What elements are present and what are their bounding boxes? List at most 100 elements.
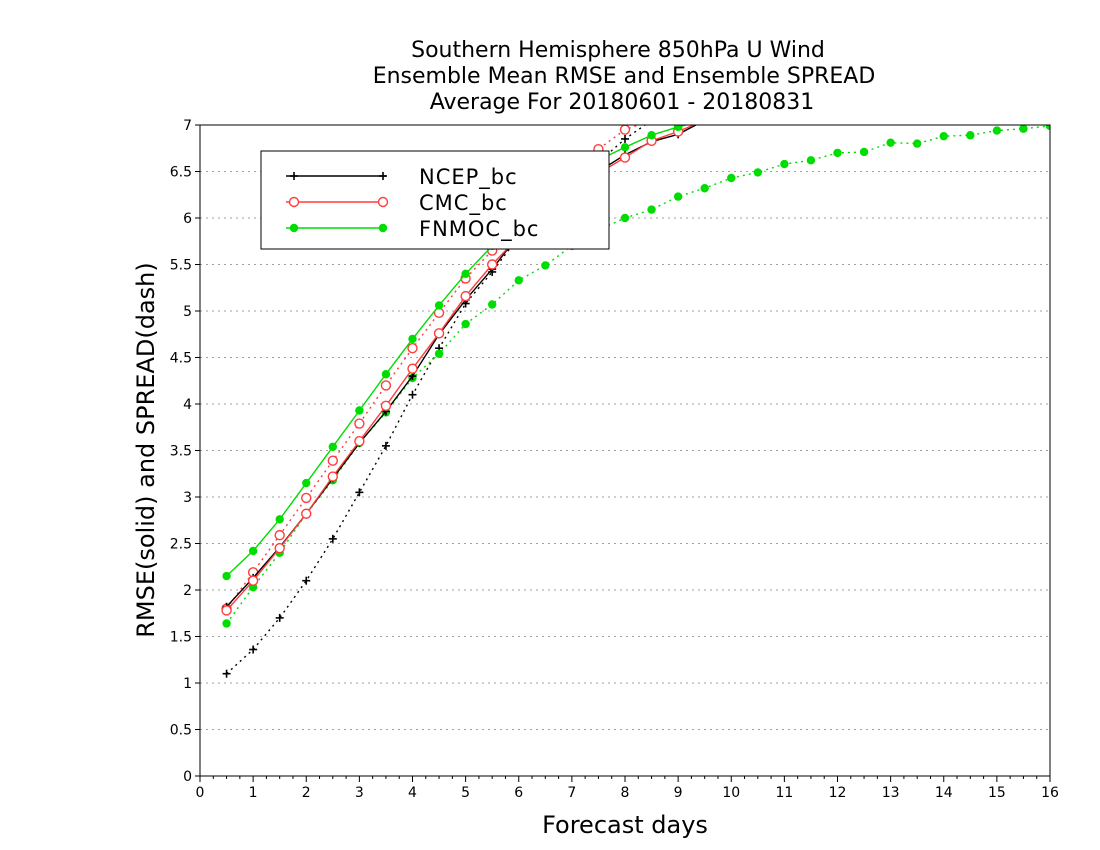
ncep-bc-spread-series-point: [621, 134, 629, 143]
legend-ncep-bc: NCEP_bc: [286, 165, 518, 190]
fnmoc-bc-spread-series-point: [461, 319, 470, 329]
fnmoc-bc-spread-series-point: [727, 173, 736, 183]
legend-cmc-bc-start-point: [288, 196, 300, 208]
y-tick-label: 6: [183, 211, 192, 227]
fnmoc-bc-rmse-series-point: [355, 406, 364, 415]
fnmoc-bc-spread-series-point: [966, 131, 975, 140]
cmc-bc-rmse-series-point: [274, 542, 285, 554]
fnmoc-bc-spread-series-point: [700, 184, 709, 193]
y-tick-label: 5.5: [170, 258, 192, 274]
fnmoc-bc-rmse-series-point: [302, 478, 311, 488]
x-tick-label: 11: [775, 785, 793, 801]
fnmoc-bc-spread-series-point: [886, 138, 895, 147]
cmc-bc-spread-series-point: [274, 529, 285, 541]
x-tick-label: 0: [196, 785, 205, 801]
y-tick-label: 0: [183, 769, 192, 785]
fnmoc-bc-rmse-series-point: [700, 116, 708, 124]
fnmoc-bc-spread-series-point: [992, 126, 1002, 135]
fnmoc-bc-rmse-series-point: [408, 334, 417, 344]
cmc-bc-rmse-series-point: [301, 508, 312, 519]
legend-box: [260, 150, 610, 250]
x-tick-label: 13: [882, 785, 900, 801]
fnmoc-bc-rmse-series-point: [673, 125, 683, 132]
ncep-bc-spread-series-point: [648, 116, 656, 124]
cmc-bc-spread-series-point: [407, 343, 418, 354]
y-tick-label: 2.5: [170, 537, 192, 553]
ncep-bc-spread-series-point: [408, 390, 417, 399]
fnmoc-bc-rmse-series-point: [381, 370, 391, 379]
x-tick-label: 15: [988, 785, 1006, 801]
y-tick-label: 1: [183, 676, 192, 692]
legend-ncep-bc-label: NCEP_bc: [419, 165, 518, 190]
fnmoc-bc-spread-series-point: [434, 349, 444, 358]
legend-fnmoc-bc-label: FNMOC_bc: [419, 217, 539, 242]
fnmoc-bc-spread-series-point: [1045, 125, 1050, 131]
cmc-bc-rmse-series-point: [247, 575, 259, 586]
x-tick-label: 14: [935, 785, 953, 801]
cmc-bc-rmse-series-point: [221, 605, 232, 616]
x-tick-label: 4: [408, 785, 417, 801]
ncep-bc-spread-series-point: [249, 645, 258, 654]
x-tick-label: 8: [621, 785, 630, 801]
cmc-bc-spread-series-point: [354, 418, 365, 429]
cmc-bc-spread-series-point: [619, 125, 631, 135]
fnmoc-bc-spread-series-point: [780, 159, 789, 169]
ncep-bc-spread-series-point: [302, 576, 311, 585]
fnmoc-bc-spread-series-point: [673, 192, 683, 201]
fnmoc-bc-rmse-series-point: [328, 442, 338, 451]
y-tick-label: 3.5: [170, 444, 192, 460]
ncep-bc-spread-series-point: [355, 488, 364, 497]
cmc-bc-rmse-series-point: [433, 328, 445, 339]
axis-ticks: 00.511.522.533.544.555.566.570 1 2 3 4 5 6 7 8 9 1…: [170, 118, 1059, 801]
y-axis-label: RMSE(solid) and SPREAD(dash): [132, 262, 160, 638]
y-tick-label: 6.5: [170, 165, 192, 181]
legend-ncep-bc-start-point: [290, 172, 298, 180]
fnmoc-bc-rmse-series-point: [461, 269, 470, 278]
cmc-bc-rmse-series-point: [354, 436, 365, 447]
fnmoc-bc-rmse-series-point: [222, 571, 231, 581]
x-tick-label: 2: [302, 785, 311, 801]
fnmoc-bc-spread-series-point: [514, 276, 523, 285]
ncep-bc-spread-series-point: [222, 669, 231, 678]
x-tick-label: 3: [355, 785, 364, 801]
x-tick-label: 7: [567, 785, 576, 801]
y-tick-label: 4.5: [170, 351, 192, 367]
cmc-bc-rmse-series-point: [702, 125, 708, 126]
x-tick-label: 9: [674, 785, 683, 801]
ncep-bc-spread-series-point: [328, 534, 337, 543]
x-tick-label: 5: [461, 785, 470, 801]
x-tick-label: 12: [829, 785, 847, 801]
cmc-bc-rmse-series-point: [486, 259, 498, 270]
fnmoc-bc-spread-series-point: [222, 619, 231, 628]
fnmoc-bc-spread-series-point: [806, 156, 816, 165]
fnmoc-bc-spread-series-point: [487, 300, 497, 309]
cmc-bc-rmse-series-point: [380, 400, 392, 412]
fnmoc-bc-rmse-series-point: [434, 301, 444, 310]
cmc-bc-spread-series-point: [327, 455, 339, 466]
x-tick-label: 16: [1041, 785, 1059, 801]
legend-ncep-bc-end-point: [379, 172, 387, 180]
fnmoc-bc-spread-series-point: [541, 261, 550, 270]
fnmoc-bc-spread-series-point: [912, 139, 922, 148]
fnmoc-bc-rmse-series-point: [620, 143, 630, 152]
fnmoc-bc-spread-series-point: [647, 205, 656, 214]
fnmoc-bc-rmse-series-point: [248, 546, 258, 556]
y-tick-label: 2: [183, 583, 192, 599]
fnmoc-bc-spread-series-point: [620, 213, 630, 223]
cmc-bc-rmse-series-point: [619, 152, 631, 163]
legend-cmc-bc-label: CMC_bc: [419, 191, 508, 216]
y-tick-label: 7: [183, 118, 192, 134]
cmc-bc-rmse-series-point: [460, 290, 471, 302]
y-tick-label: 5: [183, 304, 192, 320]
fnmoc-bc-rmse-series-point: [647, 131, 656, 140]
fnmoc-bc-spread-series-point: [859, 147, 869, 157]
cmc-bc-spread-series-point: [380, 380, 392, 391]
legend-fnmoc-bc-start-point: [289, 223, 299, 233]
cmc-bc-spread-series-point: [301, 492, 312, 504]
cmc-bc-spread-series-line: [226, 125, 641, 610]
chart-title-line-1: Southern Hemisphere 850hPa U Wind: [411, 38, 825, 63]
grid-lines: [200, 171, 1050, 730]
x-tick-label: 10: [722, 785, 740, 801]
